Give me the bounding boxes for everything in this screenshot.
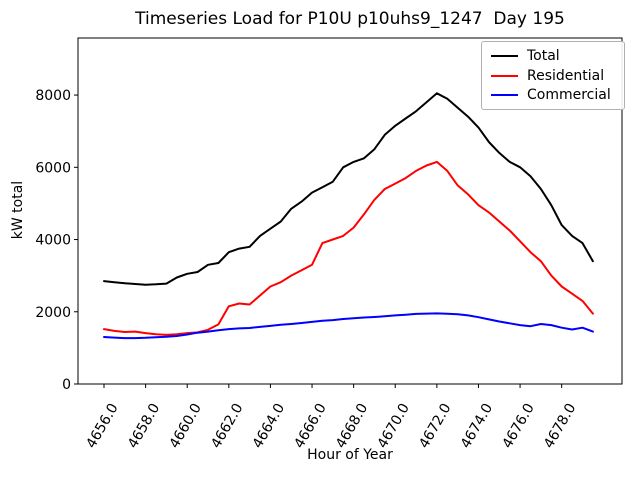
y-axis-label: kW total (10, 180, 26, 240)
chart-title: Timeseries Load for P10U p10uhs9_1247 Da… (135, 9, 565, 29)
x-tick-label: 4656.0 (83, 401, 121, 451)
x-tick-label: 4660.0 (167, 401, 205, 451)
legend-item-commercial: Commercial (491, 85, 616, 105)
x-tick-label: 4670.0 (375, 401, 413, 451)
series-line-commercial (103, 312, 594, 340)
y-tick-label: 4000 (35, 233, 71, 249)
x-axis-label: Hour of Year (307, 447, 393, 463)
legend-label-residential: Residential (527, 67, 605, 84)
series-line-residential (103, 160, 594, 336)
x-tick-label: 4676.0 (499, 401, 537, 451)
legend-item-residential: Residential (491, 66, 616, 86)
legend-item-total: Total (491, 46, 616, 66)
x-tick-label: 4666.0 (291, 401, 329, 451)
legend-label-total: Total (527, 47, 560, 64)
y-tick-label: 0 (62, 377, 71, 393)
x-tick-label: 4664.0 (250, 401, 288, 451)
legend-line-total (491, 54, 518, 57)
x-tick-label: 4668.0 (333, 401, 371, 451)
x-tick-label: 4662.0 (208, 401, 246, 451)
y-tick-label: 8000 (35, 88, 71, 104)
x-tick-label: 4674.0 (458, 401, 496, 451)
legend-label-commercial: Commercial (527, 87, 611, 104)
legend-line-residential (491, 74, 518, 77)
x-tick-label: 4658.0 (125, 401, 163, 451)
legend-line-commercial (491, 94, 518, 97)
y-tick-label: 2000 (35, 305, 71, 321)
x-tick-label: 4672.0 (416, 401, 454, 451)
y-tick-label: 6000 (35, 160, 71, 176)
x-tick-label: 4678.0 (541, 401, 579, 451)
series-line-total (103, 92, 594, 286)
legend: Total Residential Commercial (481, 41, 625, 110)
